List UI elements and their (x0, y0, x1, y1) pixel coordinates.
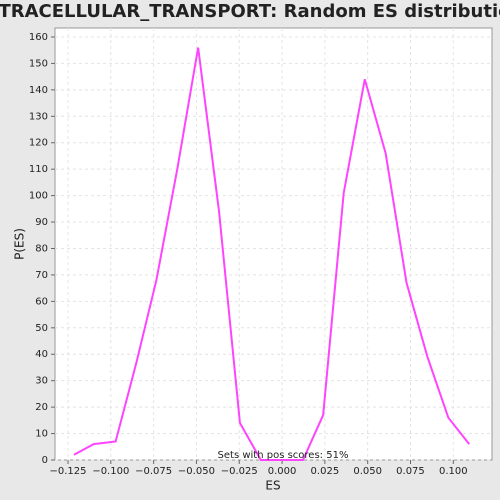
y-tick-label: 40 (35, 349, 48, 360)
x-tick-label: −0.050 (178, 466, 215, 477)
y-tick-label: 60 (35, 296, 48, 307)
chart-title: INTRACELLULAR_TRANSPORT: Random ES distr… (0, 1, 500, 22)
y-tick-label: 20 (35, 402, 48, 413)
x-tick-label: −0.075 (135, 466, 172, 477)
x-tick-label: 0.025 (311, 466, 340, 477)
x-tick-label: 0.050 (353, 466, 382, 477)
x-tick-label: 0.075 (396, 466, 425, 477)
x-axis-label: ES (265, 479, 280, 493)
y-tick-label: 110 (29, 164, 48, 175)
y-tick-label: 120 (29, 138, 48, 149)
y-axis-label: P(ES) (13, 228, 27, 260)
x-tick-label: −0.125 (50, 466, 87, 477)
y-tick-label: 10 (35, 429, 48, 440)
y-tick-label: 130 (29, 111, 48, 122)
x-tick-label: 0.100 (439, 466, 468, 477)
x-tick-label: 0.000 (268, 466, 297, 477)
y-tick-label: 30 (35, 376, 48, 387)
y-tick-label: 90 (35, 217, 48, 228)
x-tick-label: −0.100 (92, 466, 129, 477)
y-tick-label: 160 (29, 32, 48, 43)
annotation: Sets with pos scores: 51% (218, 450, 349, 461)
y-tick-label: 0 (42, 455, 48, 466)
x-tick-label: −0.025 (221, 466, 258, 477)
plot-area (54, 27, 493, 461)
y-tick-label: 70 (35, 270, 48, 281)
y-tick-label: 140 (29, 85, 48, 96)
line-series (73, 47, 471, 461)
y-tick-label: 150 (29, 58, 48, 69)
y-tick-label: 50 (35, 323, 48, 334)
y-tick-label: 100 (29, 191, 48, 202)
y-tick-label: 80 (35, 243, 48, 254)
